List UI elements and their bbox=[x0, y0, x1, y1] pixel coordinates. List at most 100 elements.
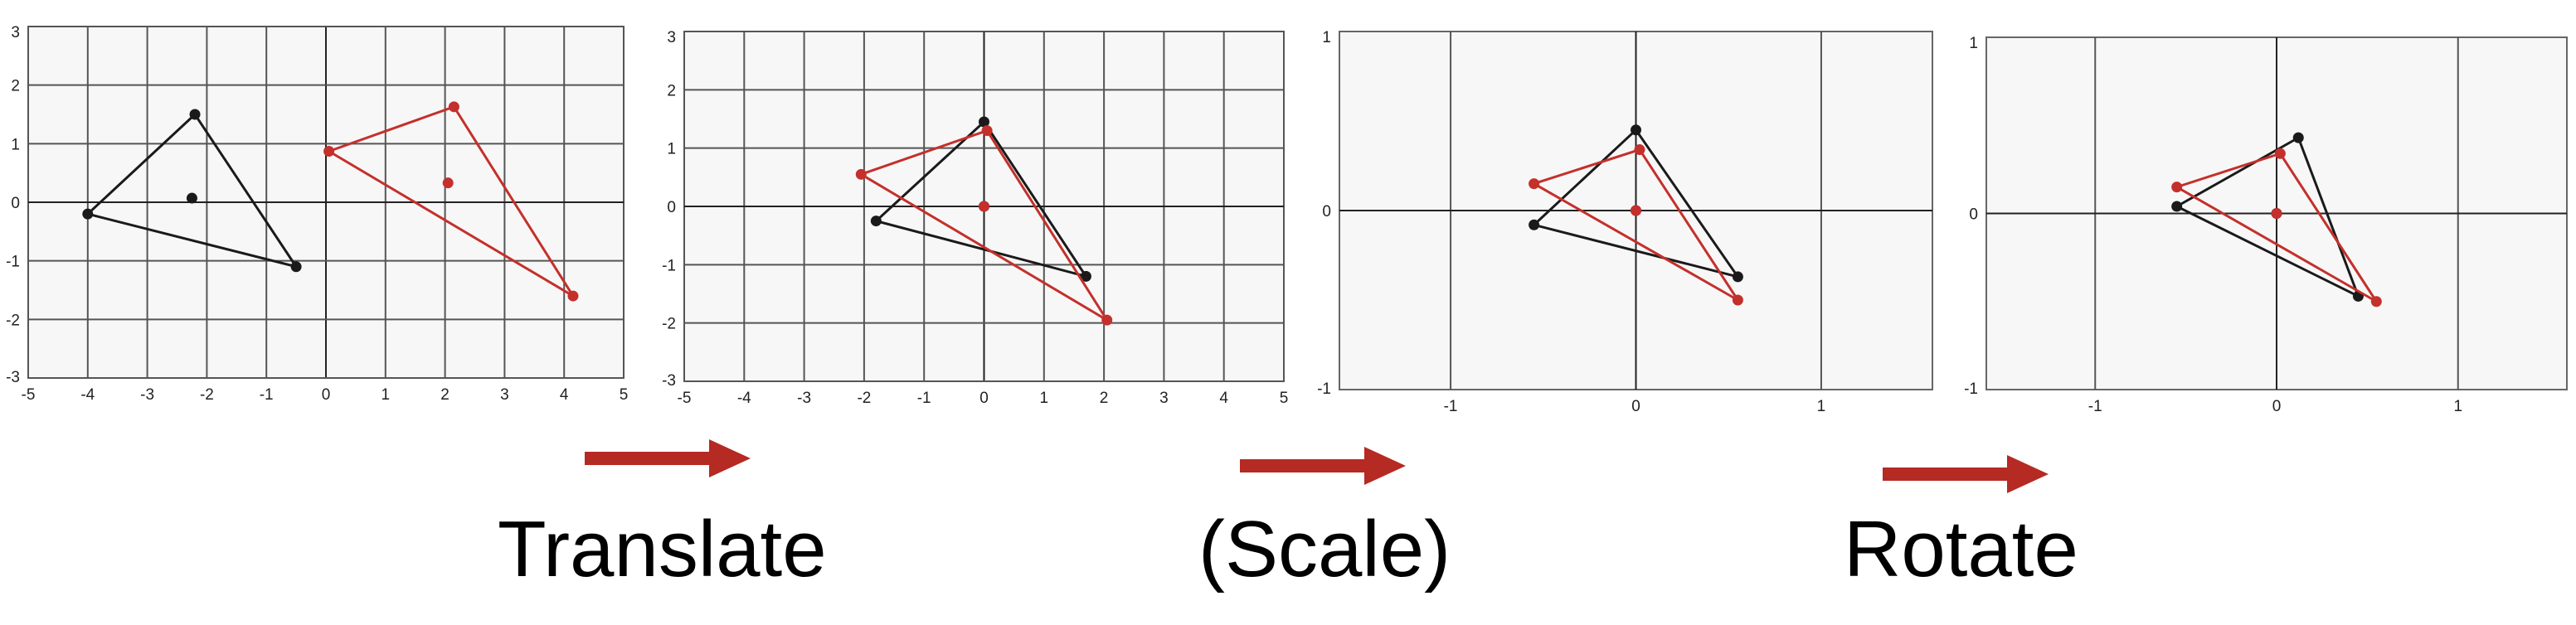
y-tick-label: 0 bbox=[1322, 203, 1331, 220]
transformed-vertex bbox=[2370, 296, 2382, 308]
transformed-vertex bbox=[448, 101, 459, 113]
scale-arrow bbox=[1240, 447, 1406, 485]
x-tick-label: -3 bbox=[797, 390, 811, 407]
original-vertex bbox=[189, 109, 201, 120]
y-tick-label: -1 bbox=[662, 257, 676, 274]
transformed-vertex bbox=[1101, 314, 1113, 326]
original-vertex bbox=[870, 216, 882, 227]
original-vertex bbox=[1080, 270, 1091, 282]
original-triangle bbox=[873, 119, 1089, 279]
y-tick-label: 1 bbox=[667, 141, 676, 158]
transformed-triangle bbox=[326, 104, 575, 298]
transformed-vertex bbox=[981, 125, 993, 137]
x-tick-label: -1 bbox=[917, 390, 931, 407]
arrow-head bbox=[1364, 447, 1406, 485]
y-tick-label: 1 bbox=[1969, 35, 1978, 52]
x-tick-label: 2 bbox=[440, 386, 450, 404]
arrow-head bbox=[2007, 455, 2049, 493]
y-tick-label: 0 bbox=[667, 199, 676, 216]
original-vertex bbox=[82, 208, 94, 220]
y-tick-label: -2 bbox=[662, 316, 676, 333]
x-tick-label: 0 bbox=[1631, 398, 1640, 415]
original-vertex bbox=[2292, 132, 2304, 143]
panel-scaled: -1 0 1 -1 0 1 bbox=[1317, 29, 1933, 415]
x-tick-label: -5 bbox=[22, 386, 36, 404]
x-tick-label: -2 bbox=[857, 390, 871, 407]
x-tick-label: 1 bbox=[1817, 398, 1826, 415]
original-vertex bbox=[1631, 124, 1641, 136]
transformed-vertex bbox=[1634, 144, 1645, 156]
translate-arrow bbox=[585, 439, 751, 477]
transformed-triangle bbox=[2174, 152, 2378, 303]
transformed-centroid bbox=[1631, 205, 1641, 216]
y-tick-label: 2 bbox=[667, 82, 676, 99]
original-vertex bbox=[1732, 271, 1743, 283]
x-tick-label: -1 bbox=[1444, 398, 1458, 415]
x-tick-label: 1 bbox=[382, 386, 391, 404]
x-tick-label: 2 bbox=[1100, 390, 1109, 407]
x-tick-label: 4 bbox=[560, 386, 569, 404]
x-tick-label: -2 bbox=[200, 386, 214, 404]
panel-translated: -5 -4 -3 -2 -1 0 1 2 3 4 5 -3 -2 -1 0 1 2 3 bbox=[662, 29, 1288, 407]
y-tick-label: 1 bbox=[11, 136, 20, 153]
x-tick-label: 3 bbox=[500, 386, 509, 404]
x-tick-label: -4 bbox=[737, 390, 751, 407]
transformed-vertex bbox=[1529, 178, 1540, 190]
rotate-arrow bbox=[1883, 455, 2049, 493]
y-tick-label: -2 bbox=[6, 312, 20, 329]
x-tick-label: 1 bbox=[2453, 398, 2462, 415]
x-tick-label: -4 bbox=[80, 386, 95, 404]
x-tick-label: 5 bbox=[620, 386, 629, 404]
x-tick-label: -3 bbox=[140, 386, 154, 404]
y-tick-label: 3 bbox=[11, 24, 20, 41]
x-tick-label: 0 bbox=[322, 386, 331, 404]
y-tick-label: -3 bbox=[6, 369, 20, 386]
y-tick-label: -1 bbox=[1317, 380, 1331, 398]
x-tick-label: 0 bbox=[2272, 398, 2282, 415]
y-tick-label: 3 bbox=[667, 29, 676, 46]
transformed-centroid bbox=[979, 201, 989, 212]
transformed-vertex bbox=[2171, 182, 2183, 193]
panel-original: -5 -4 -3 -2 -1 0 1 2 3 4 5 -3 -2 -1 0 1 2 3 bbox=[6, 24, 628, 404]
original-vertex bbox=[979, 116, 989, 128]
y-tick-label: 0 bbox=[1969, 206, 1978, 224]
x-tick-label: -1 bbox=[2088, 398, 2102, 415]
original-vertex bbox=[1529, 219, 1540, 230]
transformed-centroid bbox=[442, 177, 454, 189]
transformed-vertex bbox=[1732, 294, 1743, 306]
original-centroid bbox=[186, 192, 197, 204]
transformed-triangle bbox=[1530, 148, 1739, 302]
arrows-layer bbox=[585, 439, 2049, 493]
x-tick-label: 5 bbox=[1280, 390, 1289, 407]
arrow-shaft bbox=[1883, 468, 2007, 481]
original-triangle bbox=[2174, 135, 2361, 299]
transformed-triangle bbox=[858, 128, 1108, 322]
y-tick-label: -1 bbox=[1964, 380, 1978, 398]
caption-scale: (Scale) bbox=[1198, 505, 1451, 594]
x-tick-label: 0 bbox=[979, 390, 989, 407]
arrow-shaft bbox=[1240, 459, 1364, 472]
panel-rotated: -1 0 1 -1 0 1 bbox=[1964, 35, 2568, 415]
original-triangle bbox=[85, 112, 299, 269]
x-tick-label: 4 bbox=[1219, 390, 1228, 407]
transformed-vertex bbox=[567, 290, 579, 302]
x-tick-label: 3 bbox=[1159, 390, 1169, 407]
transformed-vertex bbox=[855, 168, 867, 180]
x-tick-label: -5 bbox=[678, 390, 692, 407]
arrow-head bbox=[709, 439, 751, 477]
transformed-centroid bbox=[2271, 208, 2282, 219]
caption-rotate: Rotate bbox=[1844, 505, 2078, 594]
original-triangle bbox=[1531, 128, 1741, 279]
caption-translate: Translate bbox=[498, 505, 827, 594]
y-tick-label: 2 bbox=[11, 78, 20, 95]
y-tick-label: 0 bbox=[11, 195, 20, 212]
original-vertex bbox=[290, 261, 302, 273]
panels-layer: -5 -4 -3 -2 -1 0 1 2 3 4 5 -3 -2 -1 0 1 2 3 -5 -4 -3 -2 -1 0 1 2 3… bbox=[6, 24, 2568, 415]
x-tick-label: 1 bbox=[1040, 390, 1049, 407]
y-tick-label: 1 bbox=[1322, 29, 1331, 46]
x-tick-label: -1 bbox=[260, 386, 274, 404]
original-vertex bbox=[2171, 201, 2183, 212]
transformed-vertex bbox=[323, 146, 335, 157]
transformed-vertex bbox=[2274, 148, 2286, 159]
